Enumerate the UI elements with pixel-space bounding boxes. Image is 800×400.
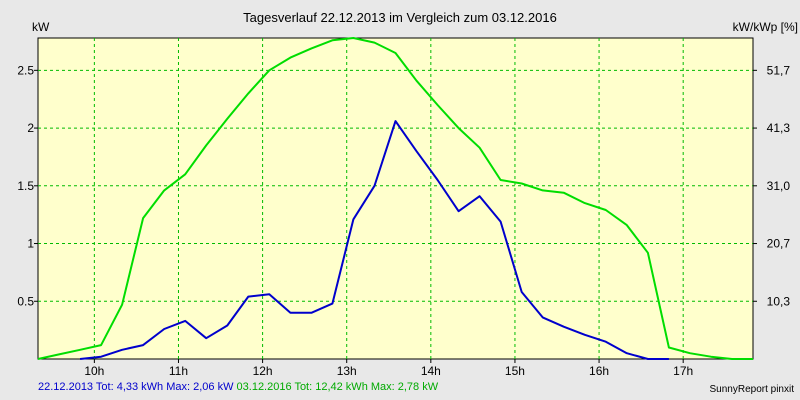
y-tick-label-left: 2 <box>27 121 34 135</box>
grid <box>34 38 757 363</box>
x-tick-label: 11h <box>169 364 188 378</box>
x-tick-label: 17h <box>673 364 693 378</box>
x-tick-label: 10h <box>84 364 104 378</box>
y-axis-left-label: kW <box>32 20 50 34</box>
y-tick-label-right: 10,3 <box>767 294 791 308</box>
x-tick-label: 14h <box>421 364 441 378</box>
y-axis-right-label: kW/kWp [%] <box>733 20 798 34</box>
series-line-1 <box>79 120 669 360</box>
chart-title: Tagesverlauf 22.12.2013 im Vergleich zum… <box>243 10 557 25</box>
y-tick-label-right: 20,7 <box>767 237 791 251</box>
series-1-summary: 22.12.2013 Tot: 4,33 kWh Max: 2,06 kW <box>38 381 234 393</box>
axis-labels: 10h 11h 12h 13h 14h 15h 16h 17h 0.5 10,3 1 20,7 1.5 3… <box>17 63 790 378</box>
y-tick-label-left: 0.5 <box>17 294 34 308</box>
x-tick-label: 13h <box>337 364 357 378</box>
y-tick-label-left: 1.5 <box>17 179 34 193</box>
y-tick-label-right: 41,3 <box>767 121 791 135</box>
series-2-summary: 03.12.2016 Tot: 12,42 kWh Max: 2,78 kW <box>236 381 439 393</box>
y-tick-label-left: 1 <box>27 237 34 251</box>
x-tick-label: 16h <box>589 364 609 378</box>
y-tick-label-right: 51,7 <box>767 63 791 77</box>
plot-area <box>37 37 754 360</box>
y-tick-label-left: 2.5 <box>17 63 34 77</box>
x-tick-label: 12h <box>253 364 273 378</box>
series-line-2 <box>37 37 753 360</box>
footer-summary: 22.12.2013 Tot: 4,33 kWh Max: 2,06 kW 03… <box>38 381 438 393</box>
series-layer <box>37 37 753 360</box>
x-tick-label: 15h <box>505 364 525 378</box>
credit-label: SunnyReport pinxit <box>709 384 795 395</box>
y-tick-label-right: 31,0 <box>767 179 791 193</box>
